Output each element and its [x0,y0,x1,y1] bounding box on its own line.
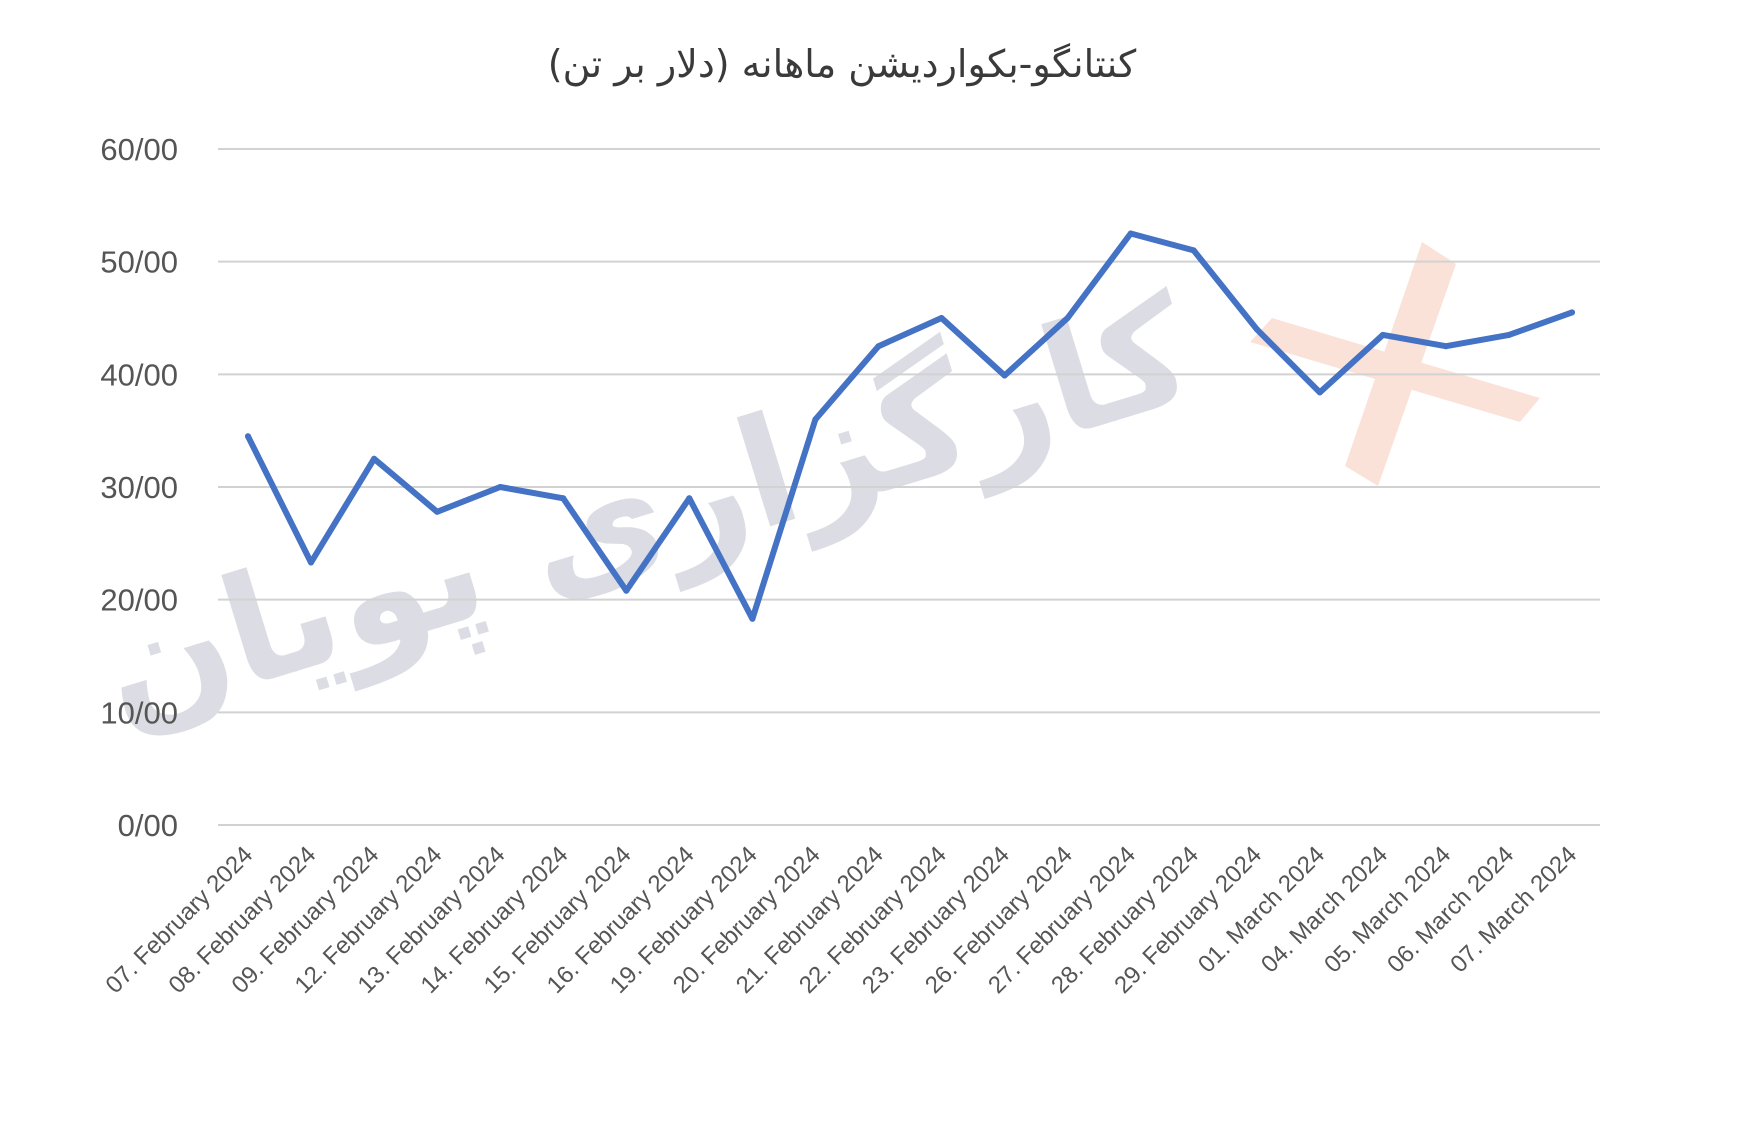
data-point [245,433,251,440]
data-point [686,495,693,502]
y-tick-label: 60/00 [100,132,178,167]
series [245,230,1575,622]
logo-stroke-b [1250,318,1540,422]
data-point [308,559,314,566]
data-point [1442,343,1449,350]
data-point [371,455,378,462]
data-point [938,315,945,321]
data-point [749,615,756,622]
y-tick-label: 50/00 [100,245,178,280]
grid [218,148,1600,826]
data-point [1379,331,1386,338]
data-point [1064,315,1071,321]
data-point [560,495,567,502]
watermark-text: کارگزاری پویان [80,263,1212,761]
y-tick-label: 30/00 [100,470,178,505]
data-point [875,343,882,350]
chart-title: کنتانگو-بکواردیشن ماهانه (دلار بر تن) [548,42,1137,87]
data-point [1190,247,1197,254]
data-point [1506,331,1512,338]
y-axis: 0/00 10/00 20/00 30/00 40/00 50/00 60/00 [100,132,178,843]
data-point [623,587,630,594]
y-tick-label: 0/00 [118,808,178,843]
series-line [245,230,1575,622]
pooyan-logo-icon [1250,242,1540,486]
data-point [1001,372,1008,379]
y-tick-label: 40/00 [100,357,178,392]
data-point [434,508,441,515]
data-point [497,484,504,490]
data-point [812,416,819,423]
watermark: کارگزاری پویان [80,242,1540,760]
data-point [1127,230,1134,237]
data-point [1569,309,1575,316]
y-tick-label: 20/00 [100,583,178,618]
data-point [1316,389,1323,396]
data-point [1253,326,1260,333]
y-tick-label: 10/00 [100,695,178,730]
